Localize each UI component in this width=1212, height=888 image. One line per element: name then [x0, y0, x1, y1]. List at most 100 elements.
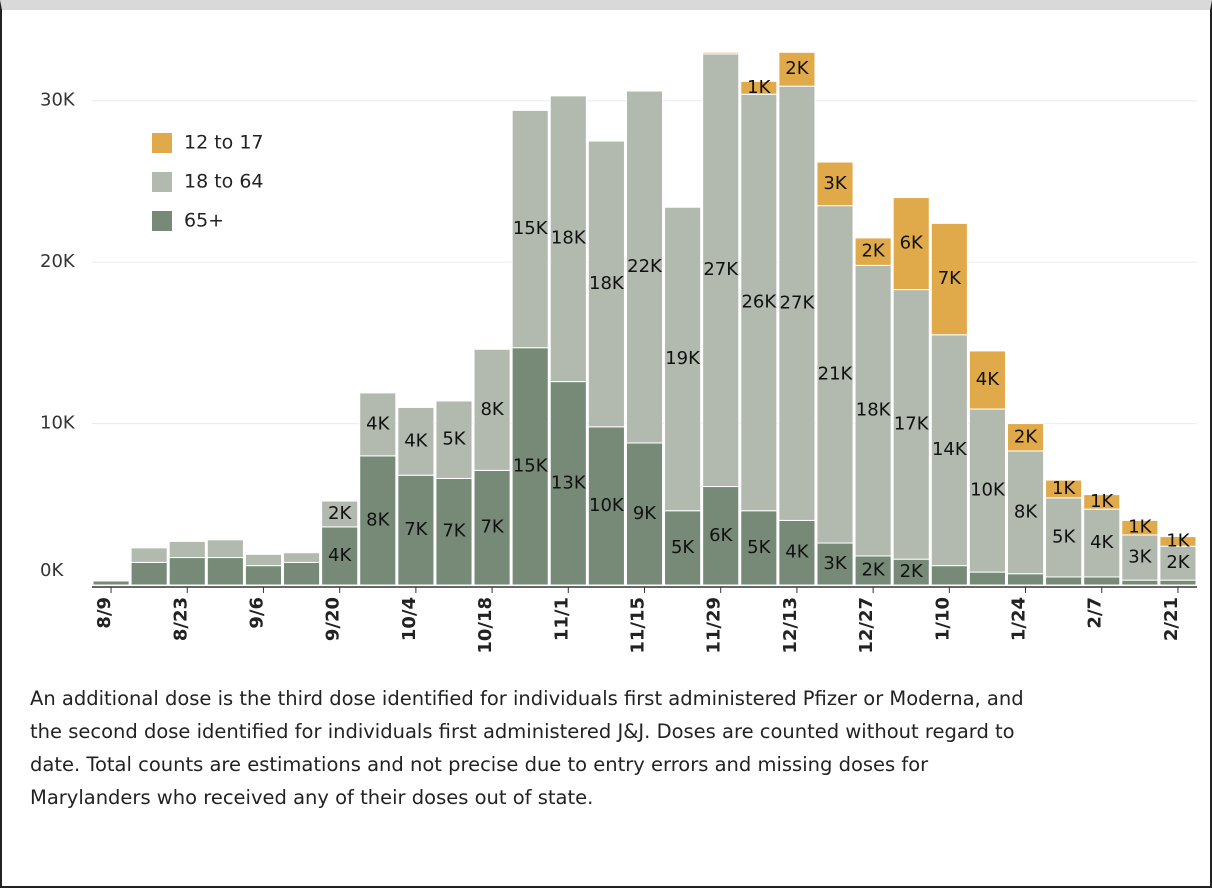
bar-segment	[206, 557, 244, 586]
data-label: 22K	[627, 256, 663, 277]
bar-segment	[283, 552, 321, 563]
bar-segment	[549, 381, 587, 586]
data-label: 4K	[404, 430, 428, 451]
data-label: 18K	[856, 400, 892, 421]
bar-segment	[816, 161, 854, 207]
x-tick-label: 11/1	[551, 597, 572, 641]
bar-segment	[1121, 534, 1159, 581]
x-tick-label: 11/29	[704, 597, 725, 654]
x-tick-label: 9/6	[246, 597, 267, 629]
data-label: 2K	[861, 559, 885, 580]
bar-segment	[511, 109, 549, 349]
data-label: 2K	[785, 58, 809, 79]
x-tick-label: 2/21	[1161, 597, 1182, 641]
bar-segment	[968, 571, 1006, 586]
data-label: 2K	[861, 241, 885, 262]
data-label: 17K	[894, 413, 930, 434]
bar-segment	[740, 80, 778, 95]
y-tick-label: 0K	[40, 560, 64, 581]
data-label: 2K	[328, 503, 352, 524]
bar-segment	[854, 264, 892, 557]
x-tick-label: 1/24	[1009, 597, 1030, 641]
x-tick-label: 8/23	[170, 597, 191, 641]
legend-label: 18 to 64	[184, 171, 264, 193]
legend-swatch	[152, 211, 172, 231]
data-label: 2K	[1166, 552, 1190, 573]
bar-segment	[930, 222, 968, 336]
data-label: 18K	[551, 228, 587, 249]
bar-segment	[816, 205, 854, 544]
bar-segment	[435, 477, 473, 586]
bar-segment	[1121, 579, 1159, 586]
bar-segment	[435, 400, 473, 479]
bar-segment	[778, 85, 816, 521]
x-tick-label: 9/20	[323, 597, 344, 641]
data-label: 5K	[442, 429, 466, 450]
data-label: 27K	[703, 259, 739, 280]
data-label: 21K	[818, 363, 854, 384]
data-label: 19K	[665, 348, 701, 369]
bar-segment	[740, 510, 778, 586]
bar-segment	[1045, 576, 1083, 586]
data-label: 10K	[970, 480, 1006, 501]
data-label: 4K	[366, 413, 390, 434]
bar-segment	[892, 197, 930, 291]
bar-segment	[283, 561, 321, 586]
bar-segment	[930, 565, 968, 586]
legend-swatch	[152, 172, 172, 192]
data-label: 8K	[366, 509, 390, 530]
bar-segment	[854, 237, 892, 266]
data-label: 7K	[404, 519, 428, 540]
bar-segment	[778, 51, 816, 87]
bar-segment	[968, 350, 1006, 410]
bar-segment	[321, 500, 359, 528]
data-label: 2K	[1014, 426, 1038, 447]
x-tick-label: 10/4	[399, 597, 420, 641]
bar-segment	[1045, 479, 1083, 499]
bar-segment	[206, 539, 244, 559]
y-tick-label: 20K	[40, 251, 76, 272]
legend-label: 65+	[184, 210, 224, 232]
data-label: 7K	[938, 268, 962, 289]
bar-segment	[130, 561, 168, 586]
data-label: 4K	[976, 369, 1000, 390]
bar-segment	[549, 95, 587, 383]
bar-segment	[1083, 508, 1121, 578]
bar-segment	[930, 334, 968, 567]
bar-segment	[1083, 576, 1121, 586]
data-label: 7K	[480, 517, 504, 538]
data-label: 15K	[513, 455, 549, 476]
data-label: 1K	[1166, 530, 1190, 551]
bar-segment	[1006, 573, 1045, 586]
bar-segment	[1083, 494, 1121, 510]
x-tick-label: 12/27	[856, 597, 877, 654]
bar-segment	[168, 557, 206, 586]
bar-segment	[168, 540, 206, 559]
data-label: 1K	[747, 77, 771, 98]
bar-segment	[587, 140, 625, 428]
bar-segment	[473, 348, 511, 471]
bar-segment	[664, 510, 702, 586]
data-label: 8K	[480, 399, 504, 420]
bar-segment	[702, 51, 740, 55]
bar-segment	[625, 442, 664, 586]
data-label: 10K	[589, 495, 625, 516]
bar-segment	[702, 53, 740, 488]
x-tick-label: 12/13	[780, 597, 801, 654]
y-tick-label: 30K	[40, 90, 76, 111]
bar-segment	[1045, 497, 1083, 578]
bar-segment	[625, 90, 664, 444]
bar-segment	[244, 565, 283, 586]
bar-segment	[778, 519, 816, 586]
bar-segment	[587, 426, 625, 586]
legend-label: 12 to 17	[184, 132, 264, 154]
data-label: 26K	[741, 292, 777, 313]
data-label: 9K	[633, 503, 657, 524]
x-tick-label: 1/10	[932, 597, 953, 641]
data-label: 5K	[1052, 526, 1076, 547]
bar-segment	[321, 526, 359, 586]
data-label: 7K	[442, 521, 466, 542]
data-label: 3K	[823, 553, 847, 574]
bar-segment	[1159, 536, 1197, 547]
